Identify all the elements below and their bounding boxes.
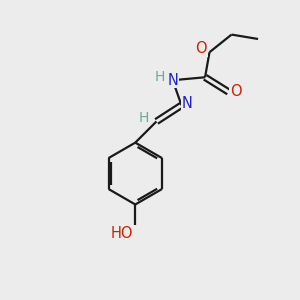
Text: HO: HO <box>111 226 133 241</box>
Text: O: O <box>195 41 207 56</box>
Text: O: O <box>230 85 242 100</box>
Text: H: H <box>139 112 149 125</box>
Text: H: H <box>154 70 165 84</box>
Text: N: N <box>167 73 178 88</box>
Text: N: N <box>182 96 192 111</box>
